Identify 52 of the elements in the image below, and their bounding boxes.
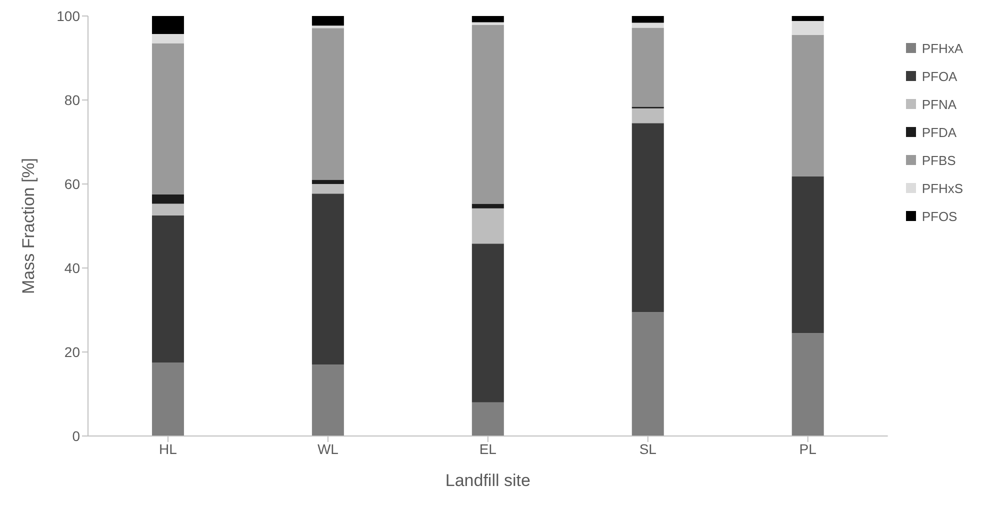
bar — [632, 28, 664, 107]
bar — [472, 204, 504, 208]
x-tick-label: SL — [639, 440, 657, 457]
bar — [472, 16, 504, 22]
y-tick-label: 60 — [64, 176, 80, 192]
bar — [312, 16, 344, 26]
bar — [152, 43, 184, 194]
legend-label: PFNA — [922, 96, 956, 112]
legend-label: PFDA — [922, 124, 956, 140]
bar — [792, 176, 824, 334]
bar — [152, 194, 184, 204]
bar — [792, 16, 824, 22]
y-tick-label: 80 — [64, 92, 80, 108]
bar — [152, 34, 184, 44]
x-tick-label: HL — [159, 440, 178, 457]
x-axis-title: Landfill site — [445, 471, 530, 490]
bar — [312, 194, 344, 365]
bar — [632, 123, 664, 312]
legend-label: PFOS — [922, 208, 958, 224]
x-tick-label: PL — [799, 440, 817, 457]
bar — [472, 22, 504, 25]
legend-label: PFOA — [922, 68, 958, 84]
bar — [792, 333, 824, 436]
bar — [152, 204, 184, 216]
legend-label: PFHxA — [922, 40, 963, 56]
bar — [312, 26, 344, 28]
bar — [312, 364, 344, 436]
bar — [472, 208, 504, 244]
y-tick-label: 20 — [64, 344, 80, 360]
bar — [472, 24, 504, 204]
bar — [632, 108, 664, 124]
y-tick-label: 0 — [72, 428, 80, 444]
bar — [632, 16, 664, 23]
bar — [312, 28, 344, 180]
bar — [472, 244, 504, 402]
y-tick-label: 100 — [56, 8, 80, 24]
y-axis-title: Mass Fraction [%] — [19, 158, 38, 294]
y-tick-label: 40 — [64, 260, 80, 276]
bar — [152, 216, 184, 362]
bar — [792, 21, 824, 35]
x-tick-label: WL — [317, 440, 339, 457]
bar — [152, 362, 184, 436]
bar — [312, 184, 344, 194]
bar — [472, 402, 504, 436]
bar — [312, 180, 344, 184]
bar — [152, 16, 184, 34]
bar — [632, 22, 664, 28]
x-tick-label: EL — [479, 440, 497, 457]
bar — [632, 312, 664, 436]
bar — [792, 34, 824, 176]
legend-label: PFBS — [922, 152, 956, 168]
legend-label: PFHxS — [922, 180, 963, 196]
